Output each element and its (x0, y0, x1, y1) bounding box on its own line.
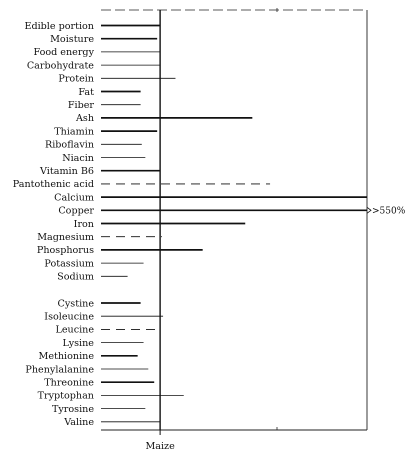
row-label-cystine: Cystine (58, 298, 95, 309)
row-label-edible-portion: Edible portion (24, 21, 94, 32)
row-label-tryptophan: Tryptophan (38, 391, 94, 402)
row-label-isoleucine: Isoleucine (44, 312, 94, 323)
row-label-pantothenic-acid: Pantothenic acid (13, 179, 94, 190)
chart-frame (101, 8, 368, 435)
row-label-calcium: Calcium (54, 192, 94, 203)
row-label-ash: Ash (75, 113, 94, 124)
row-label-thiamin: Thiamin (54, 126, 94, 137)
row-label-vitamin-b6: Vitamin B6 (39, 166, 94, 177)
row-label-protein: Protein (58, 74, 94, 85)
row-label-niacin: Niacin (62, 153, 94, 164)
row-label-moisture: Moisture (50, 34, 94, 45)
bar-group (101, 24, 372, 423)
row-label-phenylalanine: Phenylalanine (25, 364, 94, 375)
row-label-threonine: Threonine (44, 378, 94, 389)
row-label-leucine: Leucine (55, 325, 94, 336)
row-label-fiber: Fiber (68, 100, 95, 111)
reference-axis-label: Maize (145, 441, 175, 452)
row-label-tyrosine: Tyrosine (52, 404, 94, 415)
off-scale-note: >550% (372, 206, 406, 216)
row-label-phosphorus: Phosphorus (37, 245, 94, 256)
row-label-iron: Iron (74, 219, 94, 230)
row-label-carbohydrate: Carbohydrate (27, 60, 94, 71)
row-label-potassium: Potassium (44, 258, 94, 269)
row-label-methionine: Methionine (39, 351, 95, 362)
row-label-lysine: Lysine (63, 338, 95, 349)
row-label-fat: Fat (78, 87, 94, 98)
row-label-riboflavin: Riboflavin (45, 140, 94, 151)
row-label-sodium: Sodium (57, 272, 94, 283)
row-label-valine: Valine (63, 417, 94, 428)
label-group: Edible portion Moisture Food energy Carbohy… (13, 21, 95, 428)
row-label-copper: Copper (58, 206, 94, 217)
off-scale-arrow (366, 206, 372, 214)
row-label-food-energy: Food energy (33, 47, 94, 58)
row-label-magnesium: Magnesium (37, 232, 94, 243)
